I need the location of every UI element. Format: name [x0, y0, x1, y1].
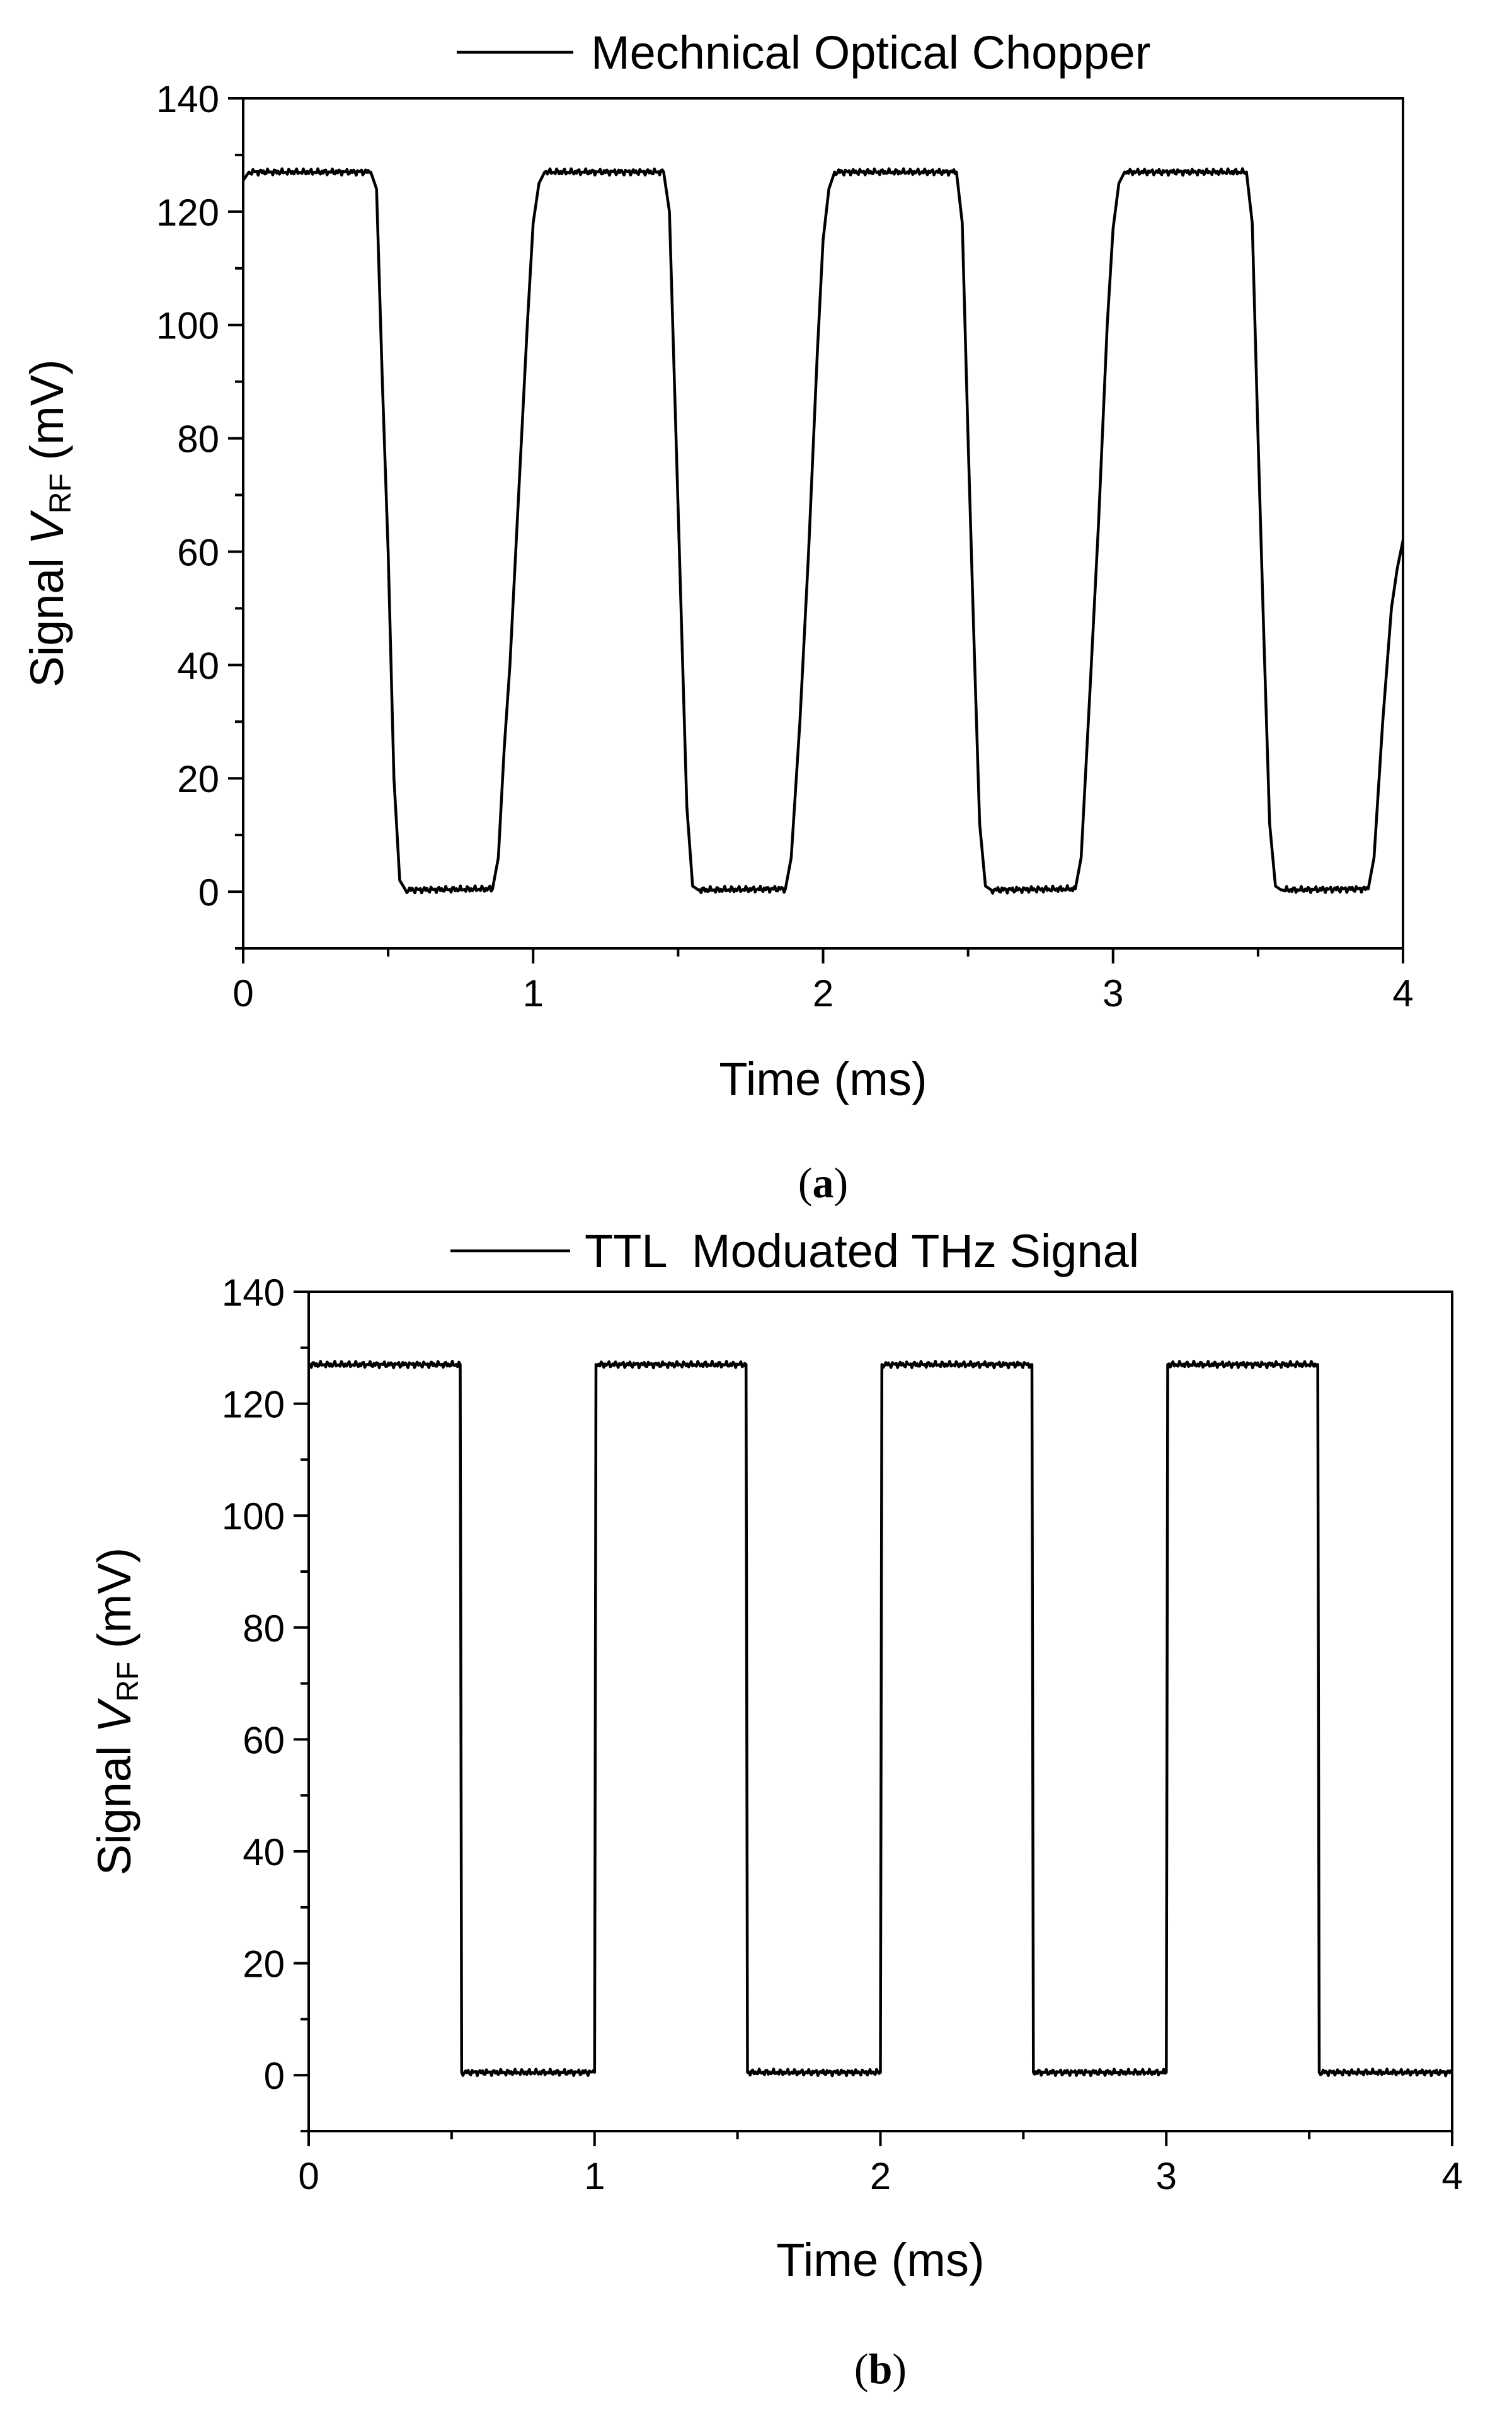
y-axis-label-suffix: (mV) — [21, 359, 73, 473]
y-tick-label: 80 — [243, 1607, 285, 1650]
panel-label-part: ( — [798, 1159, 813, 1207]
y-tick-label: 60 — [177, 531, 219, 573]
series-line — [243, 167, 1403, 895]
x-axis-label: Time (ms) — [719, 1053, 927, 1105]
y-tick-label: 20 — [177, 758, 219, 800]
legend-label: TTL Moduated THz Signal — [585, 1225, 1139, 1277]
x-tick-label: 0 — [298, 2155, 319, 2197]
y-tick-label: 40 — [243, 1831, 285, 1873]
x-tick-label: 3 — [1102, 972, 1123, 1015]
y-tick-label: 120 — [156, 192, 219, 234]
y-tick-label: 100 — [222, 1495, 285, 1538]
x-tick-label: 4 — [1392, 972, 1413, 1015]
panel-label-part: ( — [854, 2345, 869, 2393]
chart-panel-a: 0 20 40 60 80 100 120 140 0 1 2 3 4 Time (ms) Signal V… — [21, 26, 1414, 1207]
legend-label: Mechnical Optical Chopper — [591, 26, 1150, 79]
x-axis-label: Time (ms) — [776, 2234, 984, 2286]
y-tick-label: 80 — [177, 418, 219, 461]
chart-panel-b: 0 20 40 60 80 100 120 140 0 1 2 3 4 Time (ms) Signal V… — [88, 1225, 1463, 2393]
y-axis-label-sub: RF — [112, 1662, 145, 1702]
x-tick-label: 3 — [1156, 2155, 1177, 2197]
panel-label: (a) — [798, 1159, 848, 1207]
x-tick-label: 0 — [232, 972, 253, 1015]
y-tick-label: 40 — [177, 645, 219, 687]
series-line — [309, 1359, 1452, 2078]
panel-label: (b) — [854, 2345, 907, 2393]
y-tick-label: 20 — [243, 1943, 285, 1986]
panel-label-part: ) — [892, 2345, 907, 2393]
y-axis-label-prefix: Signal — [21, 544, 73, 687]
x-tick-label: 1 — [584, 2155, 605, 2197]
y-tick-label: 140 — [156, 78, 219, 120]
panel-label-part: b — [869, 2345, 893, 2393]
y-axis-label-suffix: (mV) — [88, 1548, 140, 1662]
panel-label-part: a — [813, 1159, 834, 1207]
panel-label-part: ) — [834, 1159, 849, 1207]
y-tick-label: 120 — [222, 1384, 285, 1426]
x-tick-label: 4 — [1441, 2155, 1462, 2197]
y-tick-label: 60 — [243, 1719, 285, 1761]
y-axis-label-var: V — [88, 1698, 140, 1733]
y-axis-label-var: V — [21, 509, 73, 544]
y-tick-label: 100 — [156, 305, 219, 347]
plot-frame — [242, 97, 1404, 950]
y-tick-label: 140 — [222, 1272, 285, 1314]
y-axis-label: Signal VRF (mV) — [21, 359, 77, 687]
y-axis-label: Signal VRF (mV) — [88, 1548, 145, 1875]
y-tick-label: 0 — [264, 2055, 285, 2097]
y-tick-label: 0 — [198, 871, 219, 914]
x-tick-label: 2 — [870, 2155, 891, 2197]
y-axis-label-sub: RF — [44, 473, 77, 514]
x-tick-label: 2 — [813, 972, 833, 1015]
y-axis-label-prefix: Signal — [88, 1733, 140, 1875]
x-tick-label: 1 — [523, 972, 544, 1015]
